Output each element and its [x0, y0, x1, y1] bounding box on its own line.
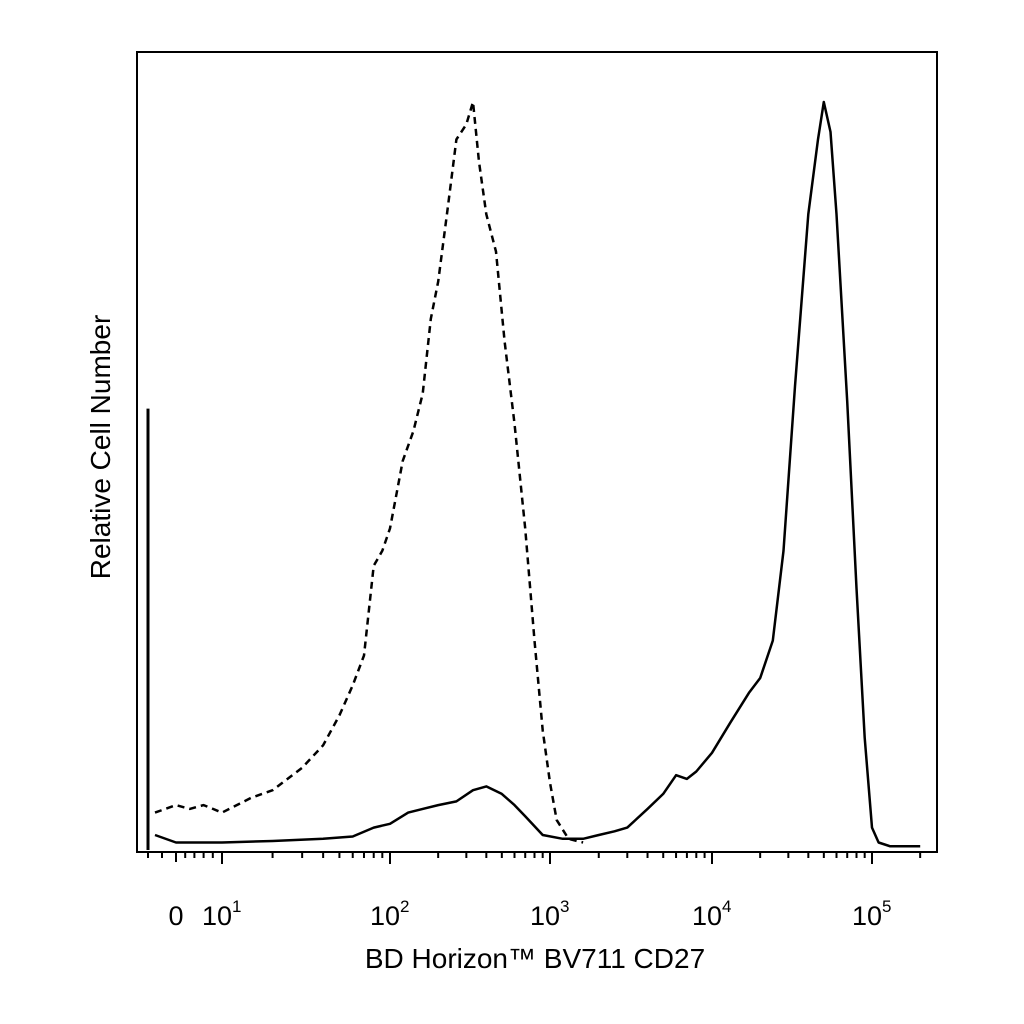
x-tick-label: 101 [202, 897, 242, 931]
x-axis-label: BD Horizon™ BV711 CD27 [365, 943, 705, 974]
x-tick-label: 102 [370, 897, 410, 931]
dashed-histogram-line [154, 100, 584, 844]
y-axis-label: Relative Cell Number [85, 315, 116, 580]
series-layer [146, 100, 921, 850]
plot-frame [136, 51, 938, 853]
x-tick-label: 105 [852, 897, 892, 931]
x-tick-label: 0 [168, 901, 183, 931]
solid-histogram-line [154, 100, 921, 848]
x-axis-tick-labels: 0 101 102 103 104 105 [168, 897, 891, 931]
x-tick-label: 104 [692, 897, 732, 931]
x-tick-label: 103 [530, 897, 570, 931]
